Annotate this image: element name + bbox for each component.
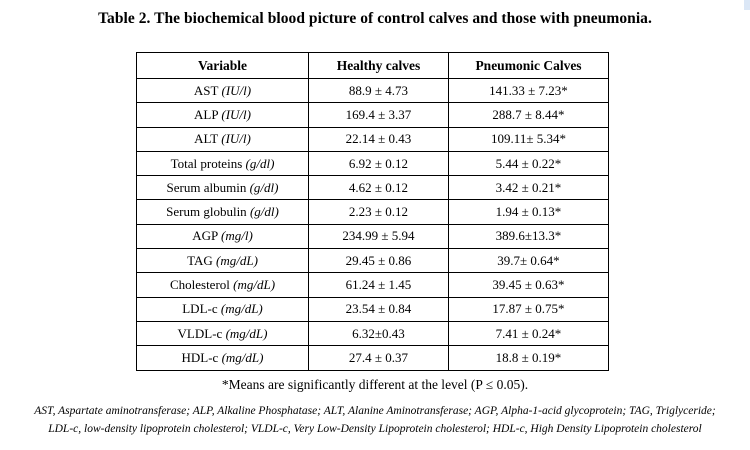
cell-pneumonic: 288.7 ± 8.44* (448, 102, 609, 128)
significance-footnote: *Means are significantly different at th… (221, 377, 529, 392)
variable-unit: (IU/l) (221, 106, 251, 122)
table-row: TAG (mg/dL) 29.45 ± 0.86 39.7± 0.64* (136, 248, 609, 274)
variable-name: Serum albumin (166, 179, 247, 195)
cell-variable: AGP (mg/l) (136, 223, 309, 250)
header-pneumonic: Pneumonic Calves (448, 52, 609, 79)
table-header-row: Variable Healthy calves Pneumonic Calves (136, 52, 609, 79)
biochemical-table: Variable Healthy calves Pneumonic Calves… (136, 52, 609, 371)
variable-unit: (IU/l) (221, 82, 252, 98)
variable-name: HDL-c (181, 349, 219, 365)
variable-unit: (g/dl) (249, 204, 279, 220)
cell-healthy: 6.92 ± 0.12 (308, 150, 449, 177)
cell-variable: AST (IU/l) (136, 77, 309, 104)
variable-name: AST (193, 82, 219, 98)
table-row: AGP (mg/l) 234.99 ± 5.94 389.6±13.3* (136, 223, 609, 250)
cell-variable: Serum globulin (g/dl) (136, 199, 309, 225)
cell-healthy: 23.54 ± 0.84 (308, 296, 449, 322)
table-row: ALP (IU/l) 169.4 ± 3.37 288.7 ± 8.44* (136, 102, 609, 128)
variable-name: ALP (194, 106, 219, 122)
cell-variable: TAG (mg/dL) (136, 248, 309, 274)
table-title: Table 2. The biochemical blood picture o… (98, 10, 652, 27)
table-row: HDL-c (mg/dL) 27.4 ± 0.37 18.8 ± 0.19* (136, 345, 609, 371)
page-edge-marker (744, 0, 750, 10)
cell-healthy: 61.24 ± 1.45 (308, 272, 449, 298)
cell-variable: VLDL-c (mg/dL) (136, 320, 309, 347)
table-row: AST (IU/l) 88.9 ± 4.73 141.33 ± 7.23* (136, 77, 609, 104)
cell-variable: ALT (IU/l) (136, 126, 309, 152)
abbreviations-note: AST, Aspartate aminotransferase; ALP, Al… (4, 402, 746, 438)
table-row: Serum albumin (g/dl) 4.62 ± 0.12 3.42 ± 0.… (136, 175, 609, 201)
table-row: Total proteins (g/dl) 6.92 ± 0.12 5.44 ± 0… (136, 150, 609, 177)
cell-variable: Cholesterol (mg/dL) (136, 272, 309, 298)
cell-pneumonic: 1.94 ± 0.13* (448, 199, 609, 225)
cell-healthy: 234.99 ± 5.94 (308, 223, 449, 250)
variable-unit: (mg/dL) (216, 252, 258, 268)
variable-unit: (g/dl) (249, 179, 279, 195)
cell-pneumonic: 141.33 ± 7.23* (448, 77, 609, 104)
cell-healthy: 29.45 ± 0.86 (308, 248, 449, 274)
cell-variable: Total proteins (g/dl) (136, 150, 309, 177)
variable-name: Cholesterol (169, 277, 230, 293)
variable-unit: (g/dl) (245, 155, 275, 171)
cell-pneumonic: 5.44 ± 0.22* (448, 150, 609, 177)
variable-unit: (mg/dL) (233, 277, 276, 293)
variable-name: VLDL-c (177, 325, 223, 341)
cell-pneumonic: 109.11± 5.34* (448, 126, 609, 152)
cell-pneumonic: 39.7± 0.64* (448, 248, 609, 274)
cell-healthy: 4.62 ± 0.12 (308, 175, 449, 201)
header-healthy: Healthy calves (308, 52, 449, 79)
cell-healthy: 169.4 ± 3.37 (308, 102, 449, 128)
variable-unit: (mg/dL) (225, 325, 268, 341)
variable-name: TAG (187, 252, 213, 268)
table-row: LDL-c (mg/dL) 23.54 ± 0.84 17.87 ± 0.75* (136, 296, 609, 322)
cell-pneumonic: 3.42 ± 0.21* (448, 175, 609, 201)
table-row: Cholesterol (mg/dL) 61.24 ± 1.45 39.45 ± 0… (136, 272, 609, 298)
variable-name: LDL-c (182, 301, 218, 317)
cell-pneumonic: 17.87 ± 0.75* (448, 296, 609, 322)
cell-variable: Serum albumin (g/dl) (136, 175, 309, 201)
table-row: VLDL-c (mg/dL) 6.32±0.43 7.41 ± 0.24* (136, 320, 609, 347)
cell-healthy: 22.14 ± 0.43 (308, 126, 449, 152)
variable-name: ALT (194, 131, 218, 147)
table-body: AST (IU/l) 88.9 ± 4.73 141.33 ± 7.23* ALP (… (136, 77, 609, 371)
abbreviations-line-2: LDL-c, low-density lipoprotein cholester… (48, 423, 702, 435)
variable-name: AGP (192, 228, 218, 244)
cell-variable: HDL-c (mg/dL) (136, 345, 309, 371)
cell-pneumonic: 7.41 ± 0.24* (448, 320, 609, 347)
variable-unit: (IU/l) (221, 131, 251, 147)
table-row: ALT (IU/l) 22.14 ± 0.43 109.11± 5.34* (136, 126, 609, 152)
table-row: Serum globulin (g/dl) 2.23 ± 0.12 1.94 ± 0… (136, 199, 609, 225)
cell-healthy: 27.4 ± 0.37 (308, 345, 449, 371)
variable-name: Total proteins (170, 155, 243, 171)
cell-variable: LDL-c (mg/dL) (136, 296, 309, 322)
cell-pneumonic: 18.8 ± 0.19* (448, 345, 609, 371)
variable-name: Serum globulin (166, 204, 247, 220)
cell-healthy: 2.23 ± 0.12 (308, 199, 449, 225)
cell-healthy: 88.9 ± 4.73 (308, 77, 449, 104)
variable-unit: (mg/dL) (220, 301, 263, 317)
cell-pneumonic: 39.45 ± 0.63* (448, 272, 609, 298)
cell-variable: ALP (IU/l) (136, 102, 309, 128)
cell-pneumonic: 389.6±13.3* (448, 223, 609, 250)
header-variable: Variable (136, 52, 309, 79)
abbreviations-line-1: AST, Aspartate aminotransferase; ALP, Al… (34, 405, 716, 417)
cell-healthy: 6.32±0.43 (308, 320, 449, 347)
variable-unit: (mg/dL) (221, 349, 264, 365)
variable-unit: (mg/l) (221, 228, 253, 244)
